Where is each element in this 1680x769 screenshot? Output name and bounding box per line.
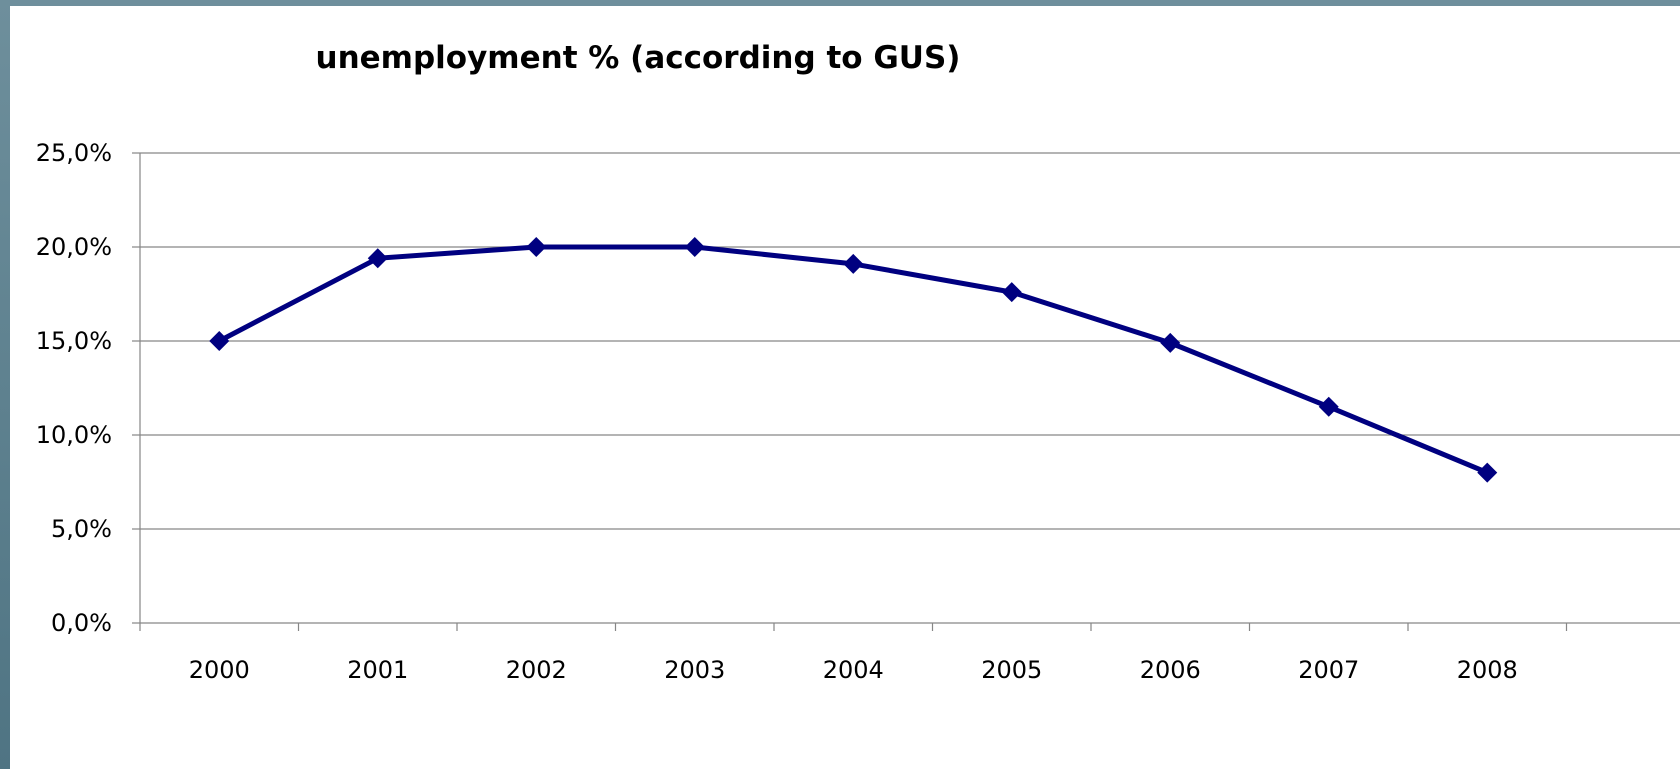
data-point-marker bbox=[1477, 462, 1498, 483]
y-tick-label: 15,0% bbox=[36, 327, 112, 355]
data-point-marker bbox=[1318, 396, 1339, 417]
x-axis: 2000 2001 2002 2003 2004 2005 2006 2007 2008 bbox=[139, 622, 1680, 684]
data-point-marker bbox=[367, 248, 388, 269]
data-point-marker bbox=[843, 253, 864, 274]
x-tick-label: 2001 bbox=[347, 656, 408, 684]
x-tick-label: 2008 bbox=[1457, 656, 1518, 684]
data-point-marker bbox=[1001, 282, 1022, 303]
x-tick-label: 2004 bbox=[823, 656, 884, 684]
data-point-marker bbox=[1160, 332, 1181, 353]
x-tick-label: 2005 bbox=[981, 656, 1042, 684]
y-tick-label: 0,0% bbox=[51, 609, 112, 637]
x-tick-label: 2007 bbox=[1298, 656, 1359, 684]
series-line bbox=[218, 244, 1489, 475]
x-tick-label: 2006 bbox=[1140, 656, 1201, 684]
line-chart: unemployment % (according to GUS) 0,0% 5,… bbox=[36, 40, 1680, 684]
chart-title: unemployment % (according to GUS) bbox=[316, 40, 961, 76]
data-point-marker bbox=[209, 331, 230, 351]
x-tick-label: 2000 bbox=[189, 656, 250, 684]
y-axis: 0,0% 5,0% 10,0% 15,0% 20,0% 25,0% bbox=[36, 139, 141, 637]
y-tick-label: 20,0% bbox=[36, 233, 112, 261]
chart-panel: unemployment % (according to GUS) 0,0% 5,… bbox=[10, 6, 1680, 769]
y-tick-label: 25,0% bbox=[36, 139, 112, 167]
series-unemployment bbox=[209, 237, 1498, 483]
y-tick-label: 5,0% bbox=[51, 515, 112, 543]
x-tick-label: 2002 bbox=[506, 656, 567, 684]
data-point-marker bbox=[684, 237, 705, 257]
y-tick-label: 10,0% bbox=[36, 421, 112, 449]
gridlines bbox=[140, 152, 1680, 530]
data-point-marker bbox=[526, 237, 547, 257]
x-tick-label: 2003 bbox=[664, 656, 725, 684]
